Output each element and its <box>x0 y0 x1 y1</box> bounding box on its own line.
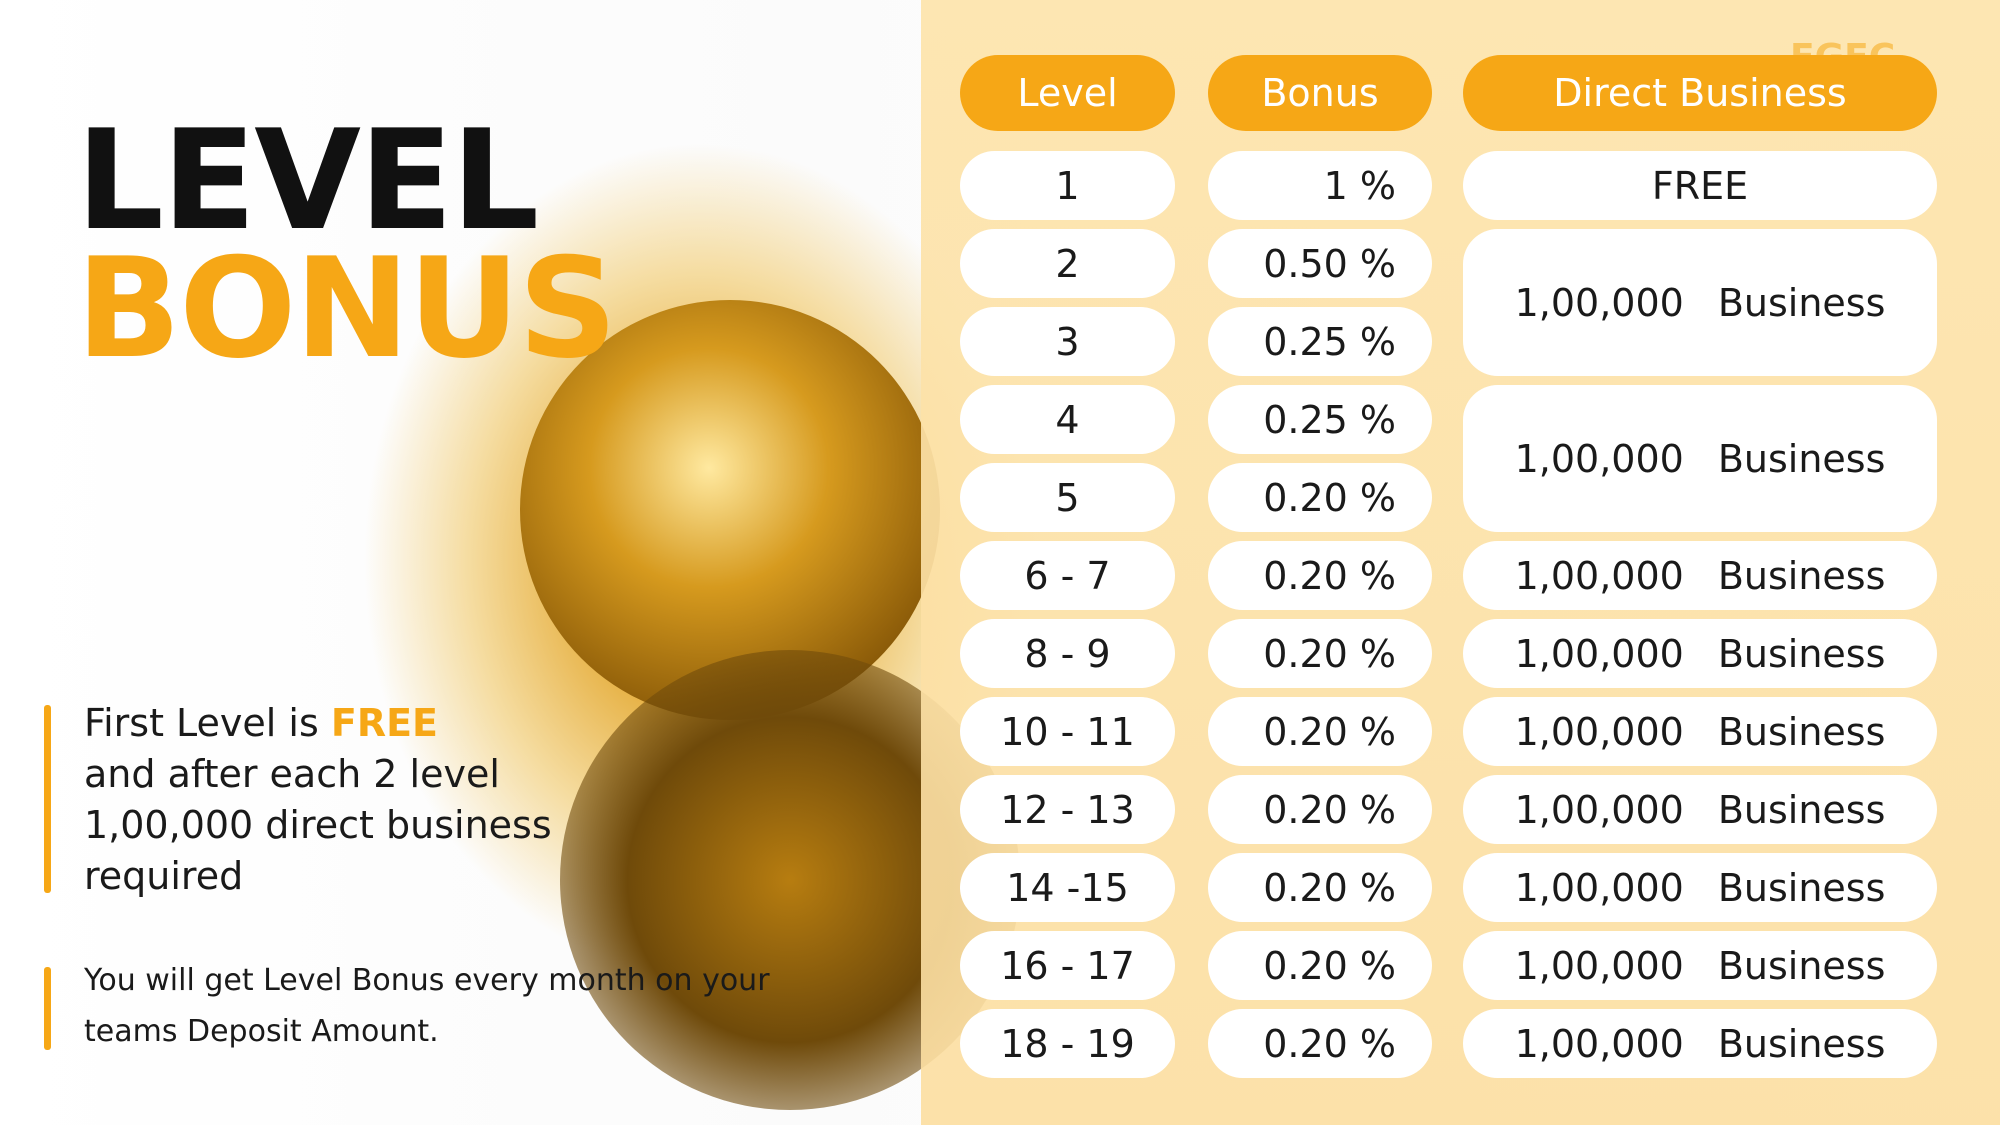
business-amount: 1,00,000 <box>1514 1021 1684 1066</box>
business-unit: Business <box>1717 553 1886 598</box>
note: First Level is FREE and after each 2 leve… <box>84 698 604 902</box>
column-header: Bonus <box>1208 55 1432 131</box>
business-cell: 1,00,000 Business <box>1463 385 1937 532</box>
level-cell: 6 - 7 <box>960 541 1175 610</box>
accent-bar <box>44 705 51 893</box>
business-unit: Business <box>1717 865 1886 910</box>
business-amount: 1,00,000 <box>1514 787 1684 832</box>
business-amount: 1,00,000 <box>1514 709 1684 754</box>
business-cell: 1,00,000 Business <box>1463 775 1937 844</box>
level-cell: 5 <box>960 463 1175 532</box>
level-cell: 18 - 19 <box>960 1009 1175 1078</box>
bonus-cell: 0.50 % <box>1208 229 1432 298</box>
bonus-cell: 0.25 % <box>1208 385 1432 454</box>
note-text: First Level is <box>84 701 331 745</box>
bonus-cell: 0.25 % <box>1208 307 1432 376</box>
business-cell: 1,00,000 Business <box>1463 931 1937 1000</box>
bonus-cell: 0.20 % <box>1208 775 1432 844</box>
column-header: Level <box>960 55 1175 131</box>
level-cell: 10 - 11 <box>960 697 1175 766</box>
bonus-cell: 1 % <box>1208 151 1432 220</box>
business-unit: Business <box>1717 436 1886 481</box>
business-cell: 1,00,000 Business <box>1463 1009 1937 1078</box>
business-amount: 1,00,000 <box>1514 865 1684 910</box>
business-cell: 1,00,000 Business <box>1463 697 1937 766</box>
business-cell: 1,00,000 Business <box>1463 853 1937 922</box>
business-amount: 1,00,000 <box>1514 280 1684 325</box>
business-unit: Business <box>1717 1021 1886 1066</box>
business-unit: Business <box>1717 631 1886 676</box>
business-amount: 1,00,000 <box>1514 631 1684 676</box>
business-amount: 1,00,000 <box>1514 943 1684 988</box>
business-unit: Business <box>1717 280 1886 325</box>
business-unit: Business <box>1717 787 1886 832</box>
bonus-cell: 0.20 % <box>1208 1009 1432 1078</box>
business-text: FREE <box>1651 163 1749 208</box>
level-cell: 1 <box>960 151 1175 220</box>
bonus-cell: 0.20 % <box>1208 697 1432 766</box>
title-line: BONUS <box>76 228 617 389</box>
bonus-cell: 0.20 % <box>1208 619 1432 688</box>
level-cell: 8 - 9 <box>960 619 1175 688</box>
business-unit: Business <box>1717 943 1886 988</box>
level-cell: 16 - 17 <box>960 931 1175 1000</box>
bull-head <box>520 300 940 720</box>
business-cell: 1,00,000 Business <box>1463 541 1937 610</box>
business-cell: 1,00,000 Business <box>1463 619 1937 688</box>
level-cell: 2 <box>960 229 1175 298</box>
business-cell: FREE <box>1463 151 1937 220</box>
accent-bar <box>44 967 51 1050</box>
level-cell: 12 - 13 <box>960 775 1175 844</box>
bonus-cell: 0.20 % <box>1208 853 1432 922</box>
note-highlight: FREE <box>330 701 439 745</box>
bonus-cell: 0.20 % <box>1208 541 1432 610</box>
level-cell: 3 <box>960 307 1175 376</box>
business-cell: 1,00,000 Business <box>1463 229 1937 376</box>
column-header: Direct Business <box>1463 55 1937 131</box>
note-text: and after each 2 level 1,00,000 direct b… <box>84 752 552 898</box>
note: You will get Level Bonus every month on … <box>84 963 770 1049</box>
title-line: LEVEL <box>76 100 539 261</box>
business-amount: 1,00,000 <box>1514 553 1684 598</box>
business-unit: Business <box>1717 709 1886 754</box>
bonus-cell: 0.20 % <box>1208 463 1432 532</box>
bonus-cell: 0.20 % <box>1208 931 1432 1000</box>
business-amount: 1,00,000 <box>1514 436 1684 481</box>
level-cell: 14 -15 <box>960 853 1175 922</box>
level-cell: 4 <box>960 385 1175 454</box>
